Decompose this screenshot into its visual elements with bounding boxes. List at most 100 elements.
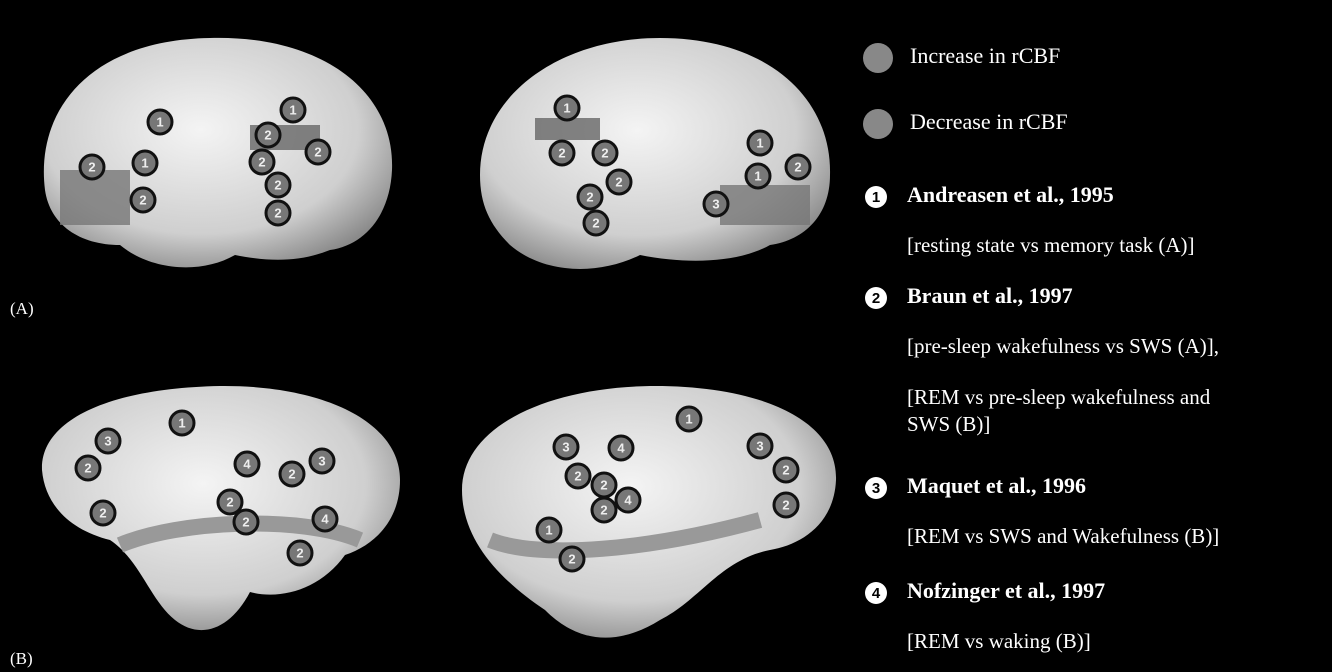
- marker: 2: [593, 141, 617, 165]
- study-number: 4: [872, 585, 881, 602]
- study-detail: [REM vs waking (B)]: [907, 629, 1091, 653]
- marker-label: 1: [141, 155, 148, 170]
- marker-label: 2: [84, 460, 91, 475]
- marker: 1: [133, 151, 157, 175]
- marker-label: 1: [156, 114, 163, 129]
- marker: 1: [746, 164, 770, 188]
- marker: 1: [555, 96, 579, 120]
- marker: 2: [607, 170, 631, 194]
- marker: 1: [677, 407, 701, 431]
- marker: 3: [554, 435, 578, 459]
- marker: 3: [96, 429, 120, 453]
- marker: 1: [170, 411, 194, 435]
- marker: 2: [218, 490, 242, 514]
- study-detail: [pre-sleep wakefulness vs SWS (A)],: [907, 334, 1219, 358]
- legend-label: Increase in rCBF: [910, 43, 1060, 68]
- page: (A) (B) Increase in rCBF Decrease in rCB…: [0, 0, 1332, 672]
- marker: 3: [704, 192, 728, 216]
- study-citation: Andreasen et al., 1995: [907, 182, 1114, 207]
- marker-label: 2: [258, 154, 265, 169]
- marker: 2: [250, 150, 274, 174]
- panel-label: (B): [10, 649, 33, 668]
- marker: 2: [80, 155, 104, 179]
- marker-label: 4: [321, 511, 329, 526]
- marker-label: 2: [601, 145, 608, 160]
- marker-label: 4: [243, 456, 251, 471]
- legend-swatch: [863, 109, 893, 139]
- study-number: 1: [872, 189, 880, 206]
- marker-label: 3: [562, 439, 569, 454]
- marker-label: 2: [264, 127, 271, 142]
- marker-label: 2: [586, 189, 593, 204]
- marker: 1: [537, 518, 561, 542]
- marker: 2: [774, 493, 798, 517]
- marker-label: 2: [782, 497, 789, 512]
- marker-label: 1: [754, 168, 761, 183]
- marker: 1: [748, 131, 772, 155]
- study-detail: [REM vs pre-sleep wakefulness and: [907, 385, 1211, 409]
- brain-lateral-left: [44, 38, 392, 267]
- study-detail: [resting state vs memory task (A)]: [907, 233, 1195, 257]
- marker: 2: [280, 462, 304, 486]
- marker: 3: [310, 449, 334, 473]
- marker-label: 2: [600, 502, 607, 517]
- marker: 4: [313, 507, 337, 531]
- marker-label: 2: [558, 145, 565, 160]
- legend-label: Decrease in rCBF: [910, 109, 1068, 134]
- marker-label: 2: [314, 144, 321, 159]
- marker-label: 1: [289, 102, 296, 117]
- marker: 1: [148, 110, 172, 134]
- marker-label: 2: [615, 174, 622, 189]
- marker: 2: [786, 155, 810, 179]
- study-number: 2: [872, 290, 880, 307]
- marker-label: 2: [794, 159, 801, 174]
- marker: 3: [748, 434, 772, 458]
- marker: 2: [566, 464, 590, 488]
- marker-label: 2: [288, 466, 295, 481]
- marker: 2: [288, 541, 312, 565]
- marker-label: 2: [226, 494, 233, 509]
- marker: 2: [131, 188, 155, 212]
- marker-label: 3: [318, 453, 325, 468]
- marker: 4: [616, 488, 640, 512]
- marker-label: 2: [88, 159, 95, 174]
- marker-label: 2: [592, 215, 599, 230]
- marker-label: 1: [756, 135, 763, 150]
- marker: 4: [235, 452, 259, 476]
- marker-label: 2: [274, 177, 281, 192]
- marker: 2: [592, 498, 616, 522]
- marker-label: 2: [568, 551, 575, 566]
- marker: 2: [584, 211, 608, 235]
- marker: 2: [592, 473, 616, 497]
- marker: 1: [281, 98, 305, 122]
- marker-label: 2: [242, 514, 249, 529]
- marker-label: 2: [99, 505, 106, 520]
- marker-label: 3: [104, 433, 111, 448]
- marker-label: 3: [712, 196, 719, 211]
- marker-label: 1: [545, 522, 552, 537]
- marker: 2: [234, 510, 258, 534]
- study-citation: Braun et al., 1997: [907, 283, 1073, 308]
- marker-label: 1: [563, 100, 570, 115]
- marker-label: 2: [296, 545, 303, 560]
- marker: 2: [774, 458, 798, 482]
- study-detail: SWS (B)]: [907, 412, 990, 436]
- study-detail: [REM vs SWS and Wakefulness (B)]: [907, 524, 1219, 548]
- marker-label: 4: [617, 440, 625, 455]
- marker-label: 1: [685, 411, 692, 426]
- marker-label: 3: [756, 438, 763, 453]
- marker: 2: [578, 185, 602, 209]
- marker-label: 1: [178, 415, 185, 430]
- marker: 2: [76, 456, 100, 480]
- marker-label: 2: [600, 477, 607, 492]
- marker: 2: [560, 547, 584, 571]
- legend-swatch: [863, 43, 893, 73]
- marker-label: 2: [139, 192, 146, 207]
- marker: 2: [266, 201, 290, 225]
- marker-label: 2: [274, 205, 281, 220]
- panel-label: (A): [10, 299, 34, 318]
- marker: 4: [609, 436, 633, 460]
- marker: 2: [256, 123, 280, 147]
- marker-label: 4: [624, 492, 632, 507]
- marker: 2: [550, 141, 574, 165]
